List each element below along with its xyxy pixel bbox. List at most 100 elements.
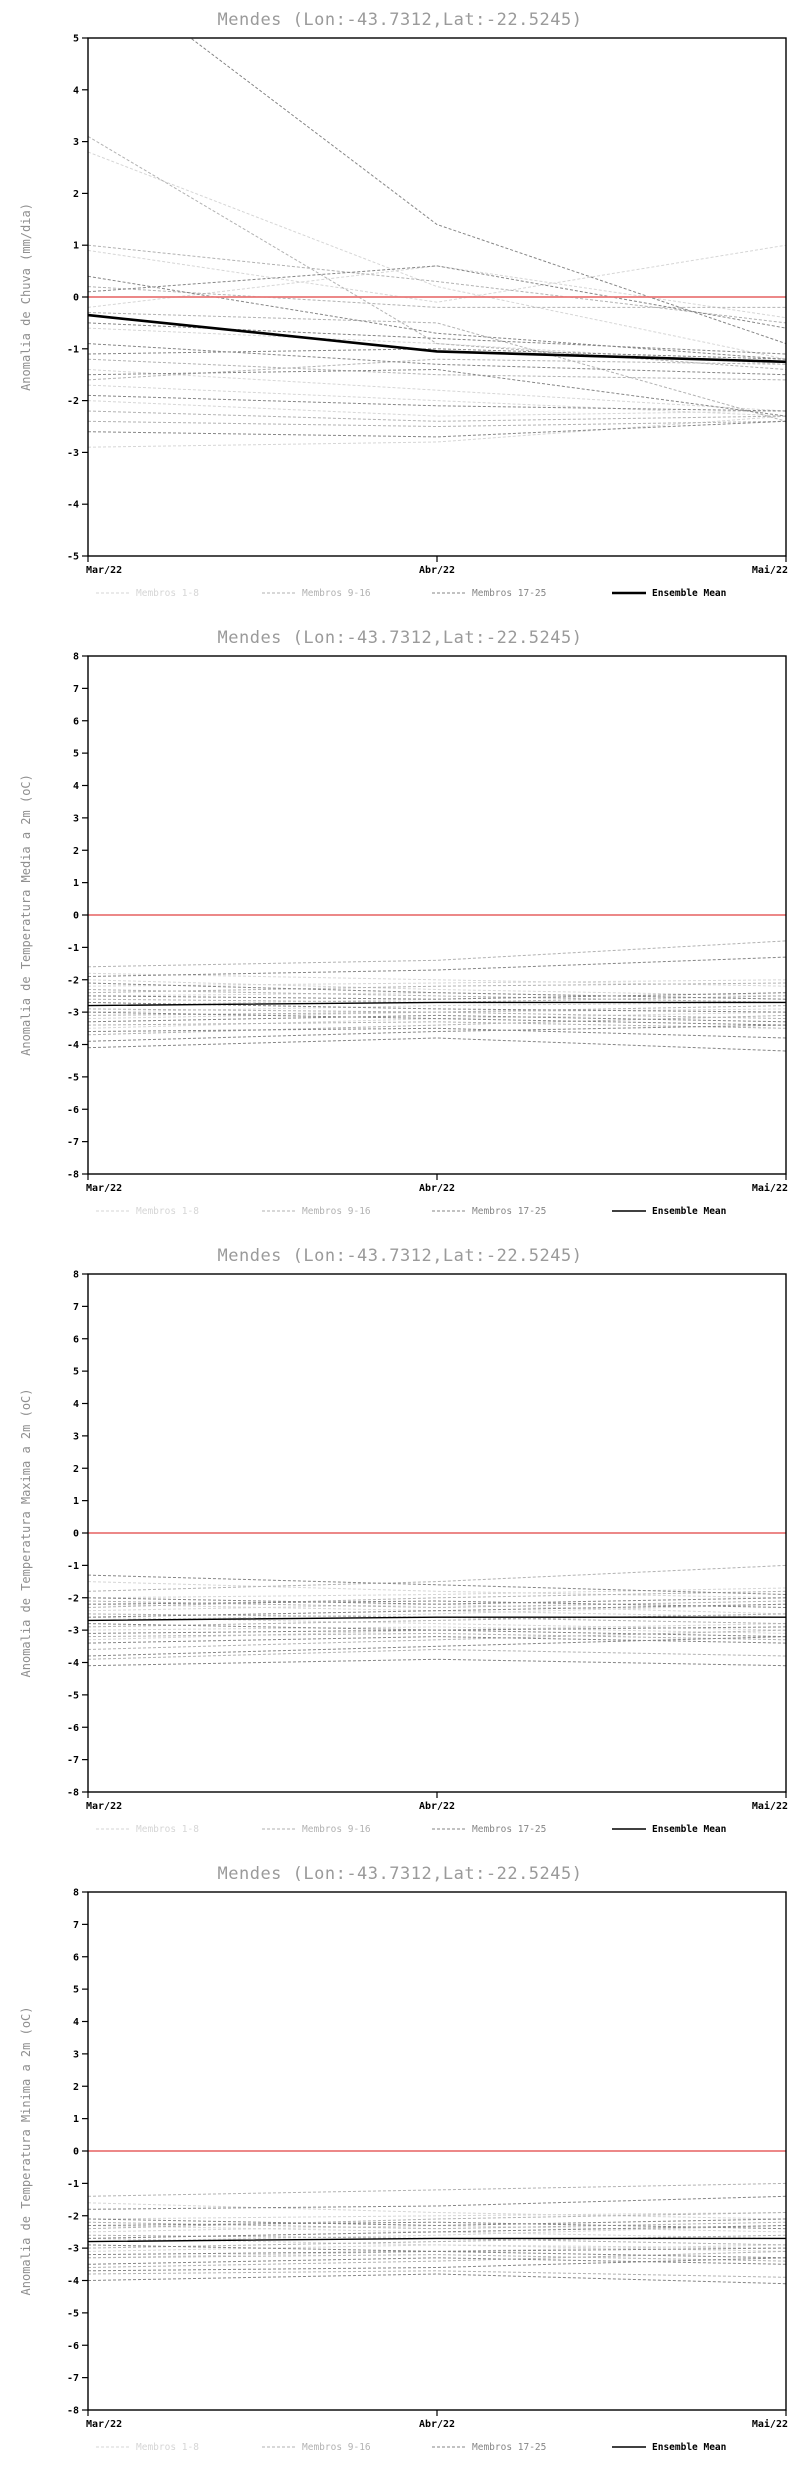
member-line — [88, 1636, 786, 1657]
y-tick-label: 3 — [73, 137, 79, 148]
y-tick-label: -3 — [67, 1008, 79, 1019]
member-line — [88, 956, 786, 977]
y-tick-label: -5 — [67, 1690, 79, 1701]
y-tick-label: -1 — [67, 1561, 79, 1572]
member-line — [88, 343, 786, 376]
member-line — [88, 1021, 786, 1029]
member-line — [88, 2212, 786, 2220]
x-tick-label: Abr/22 — [419, 1183, 455, 1194]
y-tick-label: -1 — [67, 2179, 79, 2190]
member-line — [88, 1648, 786, 1660]
member-line — [88, 989, 786, 1003]
member-line — [88, 1008, 786, 1020]
member-line — [88, 1600, 786, 1608]
series-group — [88, 38, 786, 448]
y-tick-label: 2 — [73, 846, 79, 857]
legend-label: Membros 1-8 — [136, 588, 199, 599]
legend-label: Membros 1-8 — [136, 1824, 199, 1835]
y-tick-label: 4 — [73, 85, 79, 96]
chart-canvas-min-temperature: Anomalia de Temperatura Minima a 2m (oC)… — [0, 1886, 800, 2472]
member-line — [88, 358, 786, 381]
member-line — [88, 420, 786, 428]
y-tick-label: 5 — [73, 1985, 79, 1996]
member-line — [88, 979, 786, 997]
member-line — [88, 2225, 786, 2243]
member-line — [88, 2234, 786, 2249]
y-tick-label: -6 — [67, 1105, 79, 1116]
plot-frame — [87, 655, 787, 1175]
y-tick-label: 8 — [73, 652, 79, 663]
y-tick-label: -2 — [67, 396, 79, 407]
y-tick-label: 6 — [73, 1334, 79, 1345]
member-line — [88, 1014, 786, 1023]
member-line — [88, 1590, 786, 1608]
legend-label: Membros 17-25 — [472, 1206, 546, 1217]
member-line — [88, 982, 786, 1000]
member-line — [88, 265, 786, 319]
member-line — [88, 275, 786, 360]
y-axis-label: Anomalia de Chuva (mm/dia) — [19, 203, 33, 391]
y-tick-label: 7 — [73, 1920, 79, 1931]
member-line — [88, 2247, 786, 2256]
y-tick-label: -3 — [67, 1626, 79, 1637]
y-tick-label: 1 — [73, 2114, 79, 2125]
member-line — [88, 2218, 786, 2227]
y-tick-label: 6 — [73, 716, 79, 727]
y-tick-label: 5 — [73, 1367, 79, 1378]
legend-label: Membros 17-25 — [472, 588, 546, 599]
legend-label: Membros 1-8 — [136, 2442, 199, 2453]
y-tick-label: 0 — [73, 911, 79, 922]
y-tick-label: 2 — [73, 1464, 79, 1475]
y-tick-label: -2 — [67, 2211, 79, 2222]
ensemble-mean-line — [87, 1616, 786, 1622]
chart-canvas-max-temperature: Anomalia de Temperatura Maxima a 2m (oC)… — [0, 1268, 800, 1854]
y-tick-label: -5 — [67, 2308, 79, 2319]
chart-precipitation-anomaly: Mendes (Lon:-43.7312,Lat:-22.5245) Anoma… — [0, 0, 800, 618]
legend-label: Membros 17-25 — [472, 2442, 546, 2453]
member-line — [88, 1603, 786, 1618]
x-tick-label: Mar/22 — [86, 2419, 122, 2430]
y-tick-label: -3 — [67, 448, 79, 459]
y-tick-label: 8 — [73, 1888, 79, 1899]
x-tick-label: Abr/22 — [419, 2419, 455, 2430]
member-line — [88, 1024, 786, 1042]
member-line — [88, 2244, 786, 2252]
y-tick-label: 4 — [73, 2017, 79, 2028]
member-line — [88, 982, 786, 994]
member-line — [88, 244, 786, 303]
y-tick-label: 6 — [73, 1952, 79, 1963]
member-line — [88, 2270, 786, 2278]
member-line — [88, 1623, 786, 1641]
member-line — [88, 2244, 786, 2259]
y-tick-label: -5 — [67, 552, 79, 563]
member-line — [88, 1574, 786, 1595]
member-line — [88, 992, 786, 1000]
chart-svg: Anomalia de Chuva (mm/dia) -5 -4 -3 -2 -1 0 1 2 3… — [19, 34, 788, 600]
member-line — [88, 244, 786, 324]
chart-canvas-precipitation: Anomalia de Chuva (mm/dia) -5 -4 -3 -2 -1 0 1 2 3… — [0, 32, 800, 618]
chart-title: Mendes (Lon:-43.7312,Lat:-22.5245) — [217, 628, 583, 648]
y-tick-label: -1 — [67, 943, 79, 954]
series-group — [88, 2182, 786, 2285]
member-line — [88, 972, 786, 987]
member-line — [88, 1603, 786, 1615]
y-tick-label: 4 — [73, 781, 79, 792]
member-line — [88, 1597, 786, 1605]
member-line — [88, 1629, 786, 1650]
y-tick-label: -4 — [67, 500, 79, 511]
member-line — [88, 312, 786, 422]
x-tick-label: Mai/22 — [752, 1182, 788, 1194]
x-tick-label: Mai/22 — [752, 1800, 788, 1812]
member-line — [88, 2254, 786, 2262]
member-line — [88, 979, 786, 987]
y-tick-label: 1 — [73, 1496, 79, 1507]
chart-svg: Anomalia de Temperatura Maxima a 2m (oC)… — [19, 1270, 788, 1836]
member-line — [88, 1564, 786, 1592]
y-tick-label: -7 — [67, 1137, 79, 1148]
member-line — [88, 2225, 786, 2239]
y-axis-label: Anomalia de Temperatura Maxima a 2m (oC) — [19, 1389, 33, 1678]
member-line — [88, 368, 786, 417]
member-line — [88, 400, 786, 417]
member-line — [88, 135, 786, 370]
